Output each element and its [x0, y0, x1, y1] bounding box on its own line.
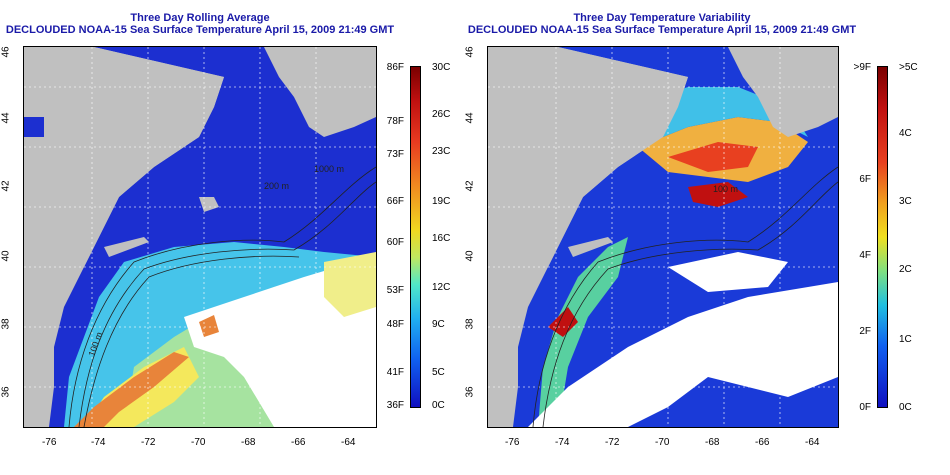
left-colorbar-c-0: 0C: [432, 400, 445, 411]
left-y-tick-40: 40: [0, 250, 12, 262]
right-x-tick-68: -68: [705, 437, 720, 448]
right-colorbar-c-1: 1C: [899, 334, 912, 345]
right-map-title: Three Day Temperature Variability DECLOU…: [462, 12, 862, 36]
left-colorbar-c-26: 26C: [432, 109, 451, 120]
right-colorbar-f-0: 0F: [859, 402, 871, 413]
left-map-title: Three Day Rolling Average DECLOUDED NOAA…: [0, 12, 400, 36]
left-sst-map: 100 m 200 m 1000 m: [23, 46, 377, 428]
left-x-tick-72: -72: [141, 437, 156, 448]
right-colorbar-f-2: 2F: [859, 326, 871, 337]
left-colorbar-f-86: 86F: [386, 62, 404, 73]
right-variability-map-graphic: 100 m: [488, 47, 838, 427]
left-x-tick-70: -70: [191, 437, 206, 448]
left-colorbar-c-30: 30C: [432, 62, 451, 73]
right-colorbar-f-9: >9F: [853, 62, 871, 73]
left-y-tick-42: 42: [0, 180, 12, 192]
left-y-tick-46: 46: [0, 46, 12, 58]
left-x-tick-66: -66: [291, 437, 306, 448]
right-variability-map: 100 m: [487, 46, 839, 428]
left-x-tick-64: -64: [341, 437, 356, 448]
left-title-line2: DECLOUDED NOAA-15 Sea Surface Temperatur…: [5, 24, 395, 36]
right-colorbar-f-4: 4F: [859, 250, 871, 261]
right-y-tick-40: 40: [464, 250, 476, 262]
left-colorbar-f-73: 73F: [386, 149, 404, 160]
right-x-tick-76: -76: [505, 437, 520, 448]
left-colorbar-c-9: 9C: [432, 319, 445, 330]
right-x-tick-66: -66: [755, 437, 770, 448]
left-colorbar-f-36: 36F: [386, 400, 404, 411]
left-colorbar-f-78: 78F: [386, 116, 404, 127]
left-contour-label-200m: 200 m: [264, 181, 289, 191]
right-y-tick-38: 38: [464, 318, 476, 330]
right-colorbar-c-3: 3C: [899, 196, 912, 207]
right-title-line1: Three Day Temperature Variability: [573, 12, 751, 24]
left-x-tick-68: -68: [241, 437, 256, 448]
left-colorbar-f-60: 60F: [386, 237, 404, 248]
left-x-tick-76: -76: [42, 437, 57, 448]
left-y-tick-44: 44: [0, 112, 12, 124]
right-y-tick-44: 44: [464, 112, 476, 124]
right-colorbar-c-4: 4C: [899, 128, 912, 139]
right-colorbar-c-2: 2C: [899, 264, 912, 275]
right-x-tick-64: -64: [805, 437, 820, 448]
right-colorbar-c-0: 0C: [899, 402, 912, 413]
left-x-tick-74: -74: [91, 437, 106, 448]
right-x-tick-74: -74: [555, 437, 570, 448]
right-y-tick-36: 36: [464, 386, 476, 398]
right-x-tick-72: -72: [605, 437, 620, 448]
right-y-tick-46: 46: [464, 46, 476, 58]
right-y-tick-42: 42: [464, 180, 476, 192]
left-y-tick-36: 36: [0, 386, 12, 398]
left-title-line1: Three Day Rolling Average: [130, 12, 270, 24]
right-colorbar-c-5: >5C: [899, 62, 918, 73]
left-colorbar-f-53: 53F: [386, 285, 404, 296]
right-variability-colorbar: [877, 66, 888, 408]
left-contour-label-1000m: 1000 m: [314, 164, 344, 174]
right-title-line2: DECLOUDED NOAA-15 Sea Surface Temperatur…: [467, 24, 857, 36]
left-colorbar-c-19: 19C: [432, 196, 451, 207]
left-colorbar-c-12: 12C: [432, 282, 451, 293]
left-colorbar-f-66: 66F: [386, 196, 404, 207]
right-contour-label-100m: 100 m: [713, 184, 738, 194]
left-colorbar-f-48: 48F: [386, 319, 404, 330]
left-colorbar-c-5: 5C: [432, 367, 445, 378]
left-colorbar-f-41: 41F: [386, 367, 404, 378]
right-colorbar-f-6: 6F: [859, 174, 871, 185]
left-temperature-colorbar: [410, 66, 421, 408]
left-y-tick-38: 38: [0, 318, 12, 330]
right-x-tick-70: -70: [655, 437, 670, 448]
left-colorbar-c-23: 23C: [432, 146, 451, 157]
left-colorbar-c-16: 16C: [432, 233, 451, 244]
left-sst-map-graphic: 100 m 200 m 1000 m: [24, 47, 376, 427]
